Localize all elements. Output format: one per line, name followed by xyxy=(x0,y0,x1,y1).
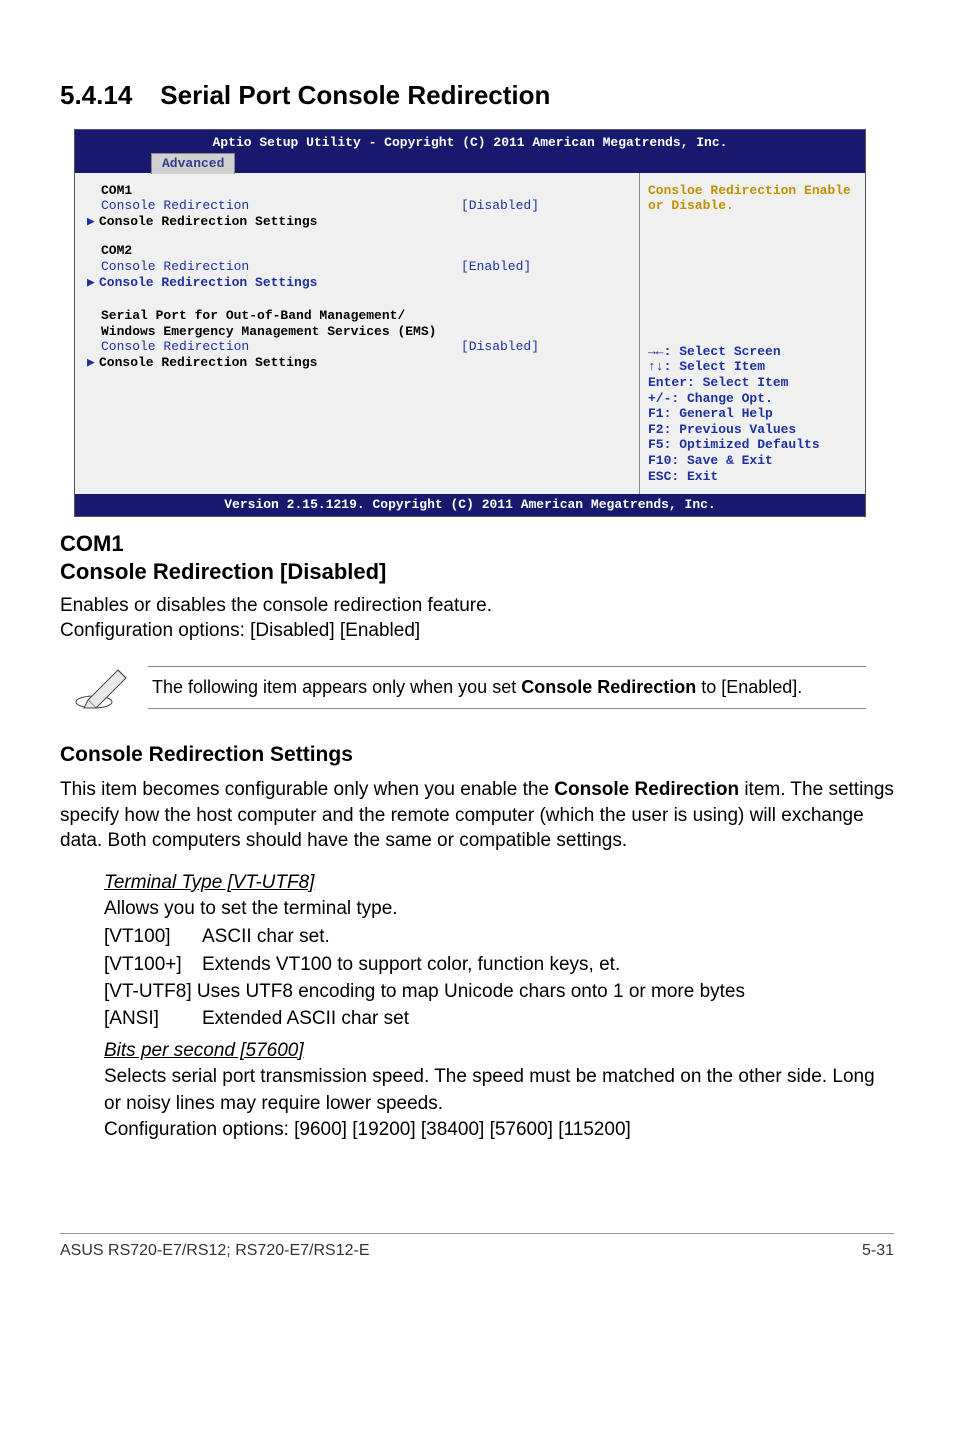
note-row: The following item appears only when you… xyxy=(74,660,866,715)
bps-body2: Configuration options: [9600] [19200] [3… xyxy=(104,1117,894,1143)
note-post: to [Enabled]. xyxy=(696,677,802,697)
bios-ems-settings: Console Redirection Settings xyxy=(99,355,317,370)
footer-right: 5-31 xyxy=(862,1242,894,1260)
indented-block: Terminal Type [VT-UTF8] Allows you to se… xyxy=(104,870,894,1143)
bios-key6: F2: Previous Values xyxy=(648,422,857,438)
tt-opt2-label: [VT100+] xyxy=(104,952,202,978)
tt-opt1-label: [VT100] xyxy=(104,924,202,950)
tt-opt4-label: [ANSI] xyxy=(104,1006,202,1032)
note-bold: Console Redirection xyxy=(521,677,696,697)
crs-body-bold: Console Redirection xyxy=(554,779,739,800)
bios-com1-label: COM1 xyxy=(87,183,627,199)
bios-tab-advanced: Advanced xyxy=(151,153,235,175)
note-pen-icon xyxy=(74,660,148,715)
bios-com2-redir-value: [Enabled] xyxy=(461,259,531,275)
bios-header-text: Aptio Setup Utility - Copyright (C) 2011… xyxy=(75,133,865,153)
crs-body-pre: This item becomes configurable only when… xyxy=(60,779,554,800)
cr-body-line2: Configuration options: [Disabled] [Enabl… xyxy=(60,620,420,641)
bios-header: Aptio Setup Utility - Copyright (C) 2011… xyxy=(75,130,865,173)
bios-com2-settings: Console Redirection Settings xyxy=(99,275,317,290)
note-text: The following item appears only when you… xyxy=(148,666,866,709)
bios-key8: F10: Save & Exit xyxy=(648,453,857,469)
bios-com2-label: COM2 xyxy=(87,243,627,259)
bios-ems-redir-label: Console Redirection xyxy=(101,339,461,355)
bios-main-panel: COM1 Console Redirection [Disabled] ▶Con… xyxy=(75,173,640,495)
bios-com1-redir-label: Console Redirection xyxy=(101,198,461,214)
bios-key1: →←: Select Screen xyxy=(648,344,857,360)
bios-oob-line1: Serial Port for Out-of-Band Management/ xyxy=(87,308,627,324)
section-number: 5.4.14 xyxy=(60,80,132,111)
bios-key3: Enter: Select Item xyxy=(648,375,857,391)
triangle-icon: ▶ xyxy=(87,214,99,230)
crs-heading: Console Redirection Settings xyxy=(60,743,894,767)
bios-footer: Version 2.15.1219. Copyright (C) 2011 Am… xyxy=(75,494,865,516)
bios-help-panel: Consloe Redirection Enable or Disable. →… xyxy=(640,173,865,495)
bios-key4: +/-: Change Opt. xyxy=(648,391,857,407)
tt-opt1-desc: ASCII char set. xyxy=(202,924,330,950)
bios-help-line1: Consloe Redirection Enable xyxy=(648,183,857,199)
bios-com1-redir-value: [Disabled] xyxy=(461,198,539,214)
com1-heading: COM1 xyxy=(60,531,894,557)
cr-body: Enables or disables the console redirect… xyxy=(60,593,894,644)
bios-ems-redir-value: [Disabled] xyxy=(461,339,539,355)
bps-heading: Bits per second [57600] xyxy=(104,1038,894,1064)
bios-tabs: Advanced xyxy=(75,153,865,173)
bios-help-line2: or Disable. xyxy=(648,198,857,214)
bios-com1-settings: Console Redirection Settings xyxy=(99,214,317,229)
cr-body-line1: Enables or disables the console redirect… xyxy=(60,595,492,616)
tt-intro: Allows you to set the terminal type. xyxy=(104,896,894,922)
bios-com2-redir-label: Console Redirection xyxy=(101,259,461,275)
crs-body: This item becomes configurable only when… xyxy=(60,777,894,854)
triangle-icon: ▶ xyxy=(87,275,99,291)
footer-left: ASUS RS720-E7/RS12; RS720-E7/RS12-E xyxy=(60,1242,369,1260)
bps-body1: Selects serial port transmission speed. … xyxy=(104,1064,894,1116)
bios-oob-line2: Windows Emergency Management Services (E… xyxy=(87,324,627,340)
triangle-icon: ▶ xyxy=(87,355,99,371)
terminal-type-heading: Terminal Type [VT-UTF8] xyxy=(104,870,894,896)
bios-key7: F5: Optimized Defaults xyxy=(648,437,857,453)
bios-key2: ↑↓: Select Item xyxy=(648,359,857,375)
page-footer: ASUS RS720-E7/RS12; RS720-E7/RS12-E 5-31 xyxy=(60,1233,894,1260)
tt-options: [VT100]ASCII char set. [VT100+]Extends V… xyxy=(104,924,894,1032)
tt-opt4-desc: Extended ASCII char set xyxy=(202,1006,409,1032)
console-redirection-heading: Console Redirection [Disabled] xyxy=(60,559,894,585)
tt-opt3: [VT-UTF8] Uses UTF8 encoding to map Unic… xyxy=(104,979,894,1005)
tt-opt2-desc: Extends VT100 to support color, function… xyxy=(202,952,620,978)
bios-body: COM1 Console Redirection [Disabled] ▶Con… xyxy=(75,173,865,495)
bios-key9: ESC: Exit xyxy=(648,469,857,485)
section-title: Serial Port Console Redirection xyxy=(160,80,550,110)
bios-screenshot: Aptio Setup Utility - Copyright (C) 2011… xyxy=(74,129,866,517)
section-heading: 5.4.14 Serial Port Console Redirection xyxy=(60,80,894,111)
bios-key5: F1: General Help xyxy=(648,406,857,422)
note-pre: The following item appears only when you… xyxy=(152,677,521,697)
